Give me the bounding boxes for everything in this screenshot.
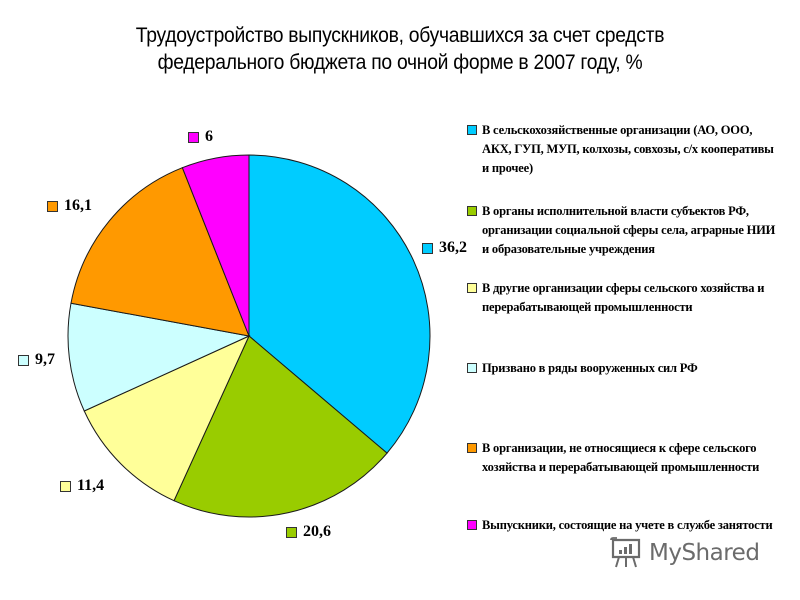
legend-key-icon	[422, 242, 433, 254]
legend-key-icon	[286, 526, 297, 538]
data-label-government-social: 20,6	[286, 523, 331, 541]
legend-key-icon	[60, 480, 71, 492]
legend-swatch-icon	[467, 125, 477, 135]
pie-slice-agricultural-orgs	[248, 154, 431, 454]
legend-item-other-agri-orgs: В другие организации сферы сельского хоз…	[467, 279, 777, 317]
pie-slice-military	[67, 302, 251, 412]
pie-slice-other-agri-orgs	[83, 334, 251, 502]
legend-item-military: Призвано в ряды вооруженных сил РФ	[467, 359, 777, 378]
legend-item-government-social: В органы исполнительной власти субъектов…	[467, 202, 777, 259]
data-label-military: 9,7	[18, 351, 55, 369]
legend-key-icon	[47, 200, 58, 212]
legend-key-icon	[188, 131, 199, 143]
pie-slice-non-agri-orgs	[70, 167, 250, 337]
legend-item-employment-service: Выпускники, состоящие на учете в службе …	[467, 516, 777, 535]
pie-slice-government-social	[173, 335, 388, 518]
presentation-board-icon	[610, 537, 641, 568]
legend-item-agricultural-orgs: В сельскохозяйственные организации (АО, …	[467, 121, 777, 178]
data-label-non-agri-orgs: 16,1	[47, 197, 92, 215]
legend-swatch-icon	[467, 443, 477, 453]
chart-title: Трудоустройство выпускников, обучавшихся…	[32, 22, 768, 76]
chart-title-line-2: федерального бюджета по очной форме в 20…	[157, 51, 643, 74]
pie-slices	[67, 154, 431, 518]
data-label-agricultural-orgs: 36,2	[422, 239, 467, 257]
data-label-other-agri-orgs: 11,4	[60, 477, 104, 495]
watermark: MyShared	[609, 537, 760, 569]
chart-title-line-1: Трудоустройство выпускников, обучавшихся…	[135, 24, 665, 47]
legend-swatch-icon	[467, 363, 477, 373]
pie-slice-employment-service	[181, 154, 250, 337]
legend-item-non-agri-orgs: В организации, не относящиеся к сфере се…	[467, 439, 777, 477]
legend-swatch-icon	[467, 520, 477, 530]
watermark-text: MyShared	[649, 540, 760, 566]
data-label-employment-service: 6	[188, 128, 213, 146]
legend-swatch-icon	[467, 283, 477, 293]
legend-key-icon	[18, 354, 29, 366]
legend-swatch-icon	[467, 206, 477, 216]
